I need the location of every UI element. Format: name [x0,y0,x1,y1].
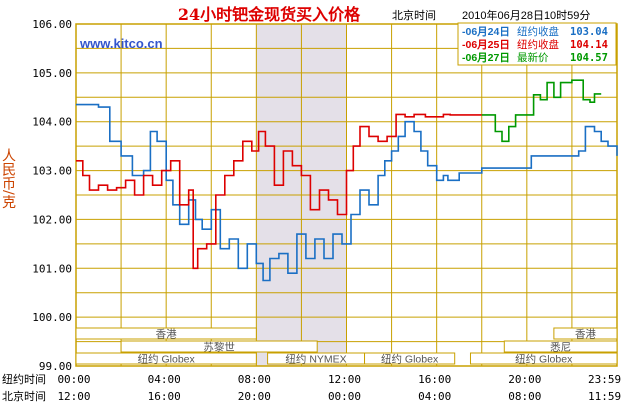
legend-value: 104.57 [570,52,608,64]
y-tick-label: 100.00 [32,311,72,324]
legend-label: 纽约收盘 [517,38,559,51]
market-hongkong-late-bar [553,327,618,340]
x-tick-label-beijing: 11:59 [588,390,621,403]
x-tick-label-beijing: 20:00 [238,390,271,403]
y-tick-labels: 106.00 105.00 104.00 103.00 102.00 101.00 100.… [32,18,72,373]
market-zurich-label: 苏黎世 [203,341,235,354]
y-tick-label: 106.00 [32,18,72,31]
legend-date: -06月27日 [462,52,510,64]
x-tick-label-newyork: 23:59 [588,373,621,386]
x-tick-label-newyork: 20:00 [508,373,541,386]
y-tick-label: 103.00 [32,165,72,178]
y-tick-label: 99.00 [39,360,72,373]
legend-label: 最新价 [517,51,549,64]
x-tick-label-newyork: 12:00 [328,373,361,386]
market-newyork-nymex-label: 纽约 NYMEX [285,353,346,366]
legend: -06月24日 纽约收盘 103.04 -06月25日 纽约收盘 104.14 -06月27… [457,22,617,66]
series-line-3 [481,79,602,143]
y-axis-label: 人民币/克 [0,148,16,210]
price-series [76,79,618,282]
legend-date: -06月25日 [462,39,510,51]
newyork-time-label: 纽约时间 [2,372,46,386]
beijing-time-label: 北京时间 [392,8,436,22]
series-line-2 [76,113,482,270]
market-newyork-globex-bar [75,352,257,365]
market-newyork-globex-label: 纽约 Globex [138,353,196,366]
market-newyork-globex-3-label: 纽约 Globex [515,353,573,366]
x-tick-label-beijing: 00:00 [328,390,361,403]
x-tick-labels: 00:00 04:00 08:00 12:00 16:00 20:00 23:59 12:00… [57,373,621,403]
market-sydney-label: 悉尼 [550,342,571,354]
legend-label: 纽约收盘 [517,25,559,38]
market-hongkong-bar [75,327,257,340]
y-tick-label: 105.00 [32,67,72,80]
beijing-time-row-label: 北京时间 [2,389,46,403]
x-tick-label-newyork: 04:00 [148,373,181,386]
x-tick-label-newyork: 16:00 [418,373,451,386]
legend-value: 103.04 [570,26,608,38]
y-tick-label: 104.00 [32,116,72,129]
x-tick-label-beijing: 12:00 [57,390,90,403]
market-newyork-globex-2-label: 纽约 Globex [381,353,439,366]
market-sydney-bar [503,340,618,353]
chart-title: 24小时钯金现货买入价格 [178,5,361,24]
market-newyork-globex-3-bar [469,352,618,365]
legend-value: 104.14 [570,39,608,51]
market-newyork-globex-2-bar [364,352,456,365]
market-zurich-bar [120,340,318,353]
plot-frame [75,23,618,367]
market-hongkong-late-label: 香港 [575,329,596,341]
legend-date: -06月24日 [462,26,510,38]
market-hongkong-label: 香港 [156,329,177,341]
timestamp: 2010年06月28日10时59分 [462,8,590,22]
y-tick-label: 101.00 [32,262,72,275]
kitco-watermark: www.kitco.cn [79,36,163,51]
x-tick-label-beijing: 04:00 [418,390,451,403]
legend-box [457,22,617,66]
x-tick-label-newyork: 00:00 [57,373,90,386]
y-tick-label: 102.00 [32,213,72,226]
x-tick-label-beijing: 16:00 [148,390,181,403]
x-tick-label-newyork: 08:00 [238,373,271,386]
series-line-1 [76,103,618,282]
x-tick-label-beijing: 08:00 [508,390,541,403]
